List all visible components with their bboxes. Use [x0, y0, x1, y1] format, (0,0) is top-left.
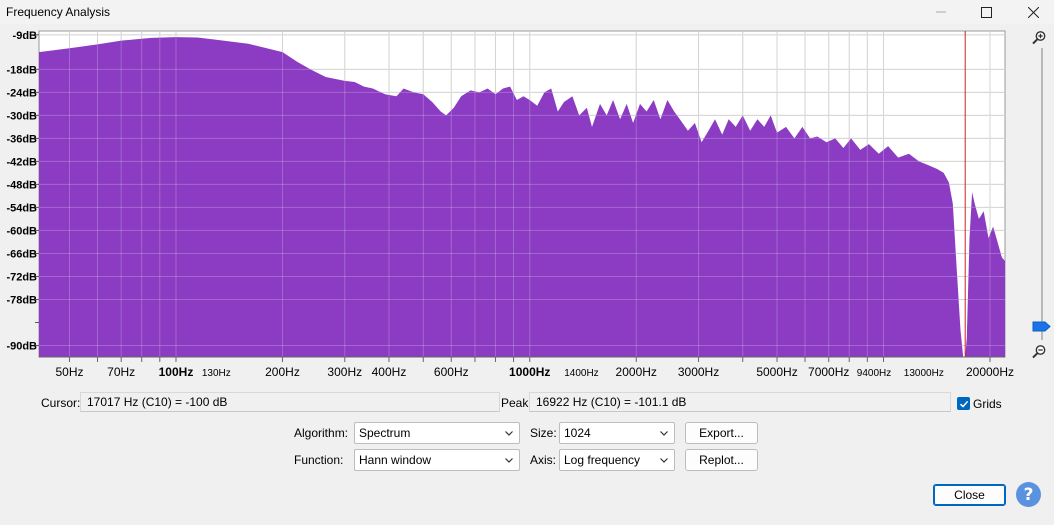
y-tick-label: -90dB	[6, 340, 37, 352]
x-tick-label: 9400Hz	[857, 368, 891, 379]
close-icon	[1027, 6, 1039, 18]
chevron-down-icon	[660, 431, 668, 436]
y-tick-label: -30dB	[6, 110, 37, 122]
algorithm-value: Spectrum	[359, 426, 411, 440]
peak-readout: 16922 Hz (C10) = -101.1 dB	[529, 392, 951, 412]
x-tick-label: 130Hz	[202, 368, 231, 379]
x-tick-label: 200Hz	[265, 365, 300, 379]
y-tick-label: -24dB	[6, 87, 37, 99]
y-tick-label: -18dB	[6, 64, 37, 76]
check-icon	[959, 400, 968, 408]
y-tick-label: -48dB	[6, 179, 37, 191]
algorithm-select[interactable]: Spectrum	[354, 422, 520, 444]
grid-overlay	[39, 31, 1005, 357]
grids-checkbox[interactable]	[957, 397, 970, 410]
x-tick-label: 600Hz	[434, 365, 469, 379]
x-tick-label: 13000Hz	[904, 368, 944, 379]
y-tick-label: -9dB	[13, 30, 38, 42]
cursor-label: Cursor:	[41, 396, 81, 410]
peak-label: Peak:	[501, 396, 532, 410]
title-bar: Frequency Analysis	[0, 0, 1054, 24]
zoom-slider-track[interactable]	[1041, 48, 1043, 340]
replot-button[interactable]: Replot...	[685, 449, 758, 471]
cursor-readout: 17017 Hz (C10) = -100 dB	[80, 392, 500, 412]
function-value: Hann window	[359, 453, 432, 467]
y-tick-label: -36dB	[6, 133, 37, 145]
x-tick-label: 400Hz	[372, 365, 407, 379]
close-button[interactable]: Close	[933, 484, 1006, 506]
y-tick-label: -42dB	[6, 156, 37, 168]
function-select[interactable]: Hann window	[354, 449, 520, 471]
axis-value: Log frequency	[564, 453, 641, 467]
x-tick-label: 100Hz	[159, 365, 194, 379]
algorithm-label: Algorithm:	[294, 426, 349, 440]
maximize-button[interactable]	[963, 0, 1009, 24]
export-button[interactable]: Export...	[685, 422, 758, 444]
y-tick-label: -54dB	[6, 202, 37, 214]
axis-select[interactable]: Log frequency	[559, 449, 675, 471]
function-label: Function:	[294, 453, 344, 467]
chevron-down-icon	[660, 458, 668, 463]
x-tick-label: 20000Hz	[966, 365, 1014, 379]
slider-thumb-icon[interactable]	[1032, 321, 1051, 332]
chevron-down-icon	[505, 458, 513, 463]
maximize-icon	[980, 6, 992, 18]
y-tick-label: -66dB	[6, 248, 37, 260]
spectrum-plot[interactable]: -9dB -18dB -24dB -30dB -36dB -42dB -48dB -54dB -…	[0, 28, 1020, 384]
x-tick-label: 1000Hz	[509, 365, 550, 379]
y-tick-label: -72dB	[6, 271, 37, 283]
x-tick-label: 3000Hz	[678, 365, 719, 379]
minimize-icon	[936, 11, 946, 13]
y-axis-labels: -9dB -18dB -24dB -30dB -36dB -42dB -48dB -54dB -…	[6, 30, 39, 352]
size-value: 1024	[564, 426, 591, 440]
y-tick-label: -78dB	[6, 294, 37, 306]
axis-label: Axis:	[530, 453, 557, 467]
x-tick-label: 2000Hz	[616, 365, 657, 379]
grids-label[interactable]: Grids	[973, 397, 1002, 411]
x-tick-label: 300Hz	[327, 365, 362, 379]
size-label: Size:	[530, 426, 557, 440]
chevron-down-icon	[505, 431, 513, 436]
help-button[interactable]: ?	[1016, 482, 1041, 507]
size-select[interactable]: 1024	[559, 422, 675, 444]
x-tick-label: 50Hz	[55, 365, 83, 379]
zoom-in-icon[interactable]	[1031, 30, 1047, 46]
minimize-button[interactable]	[918, 0, 964, 24]
x-tick-label: 5000Hz	[756, 365, 797, 379]
close-window-button[interactable]	[1010, 0, 1054, 24]
x-tick-label: 1400Hz	[564, 368, 598, 379]
spectrum-area	[39, 37, 1005, 357]
zoom-out-icon[interactable]	[1031, 344, 1047, 360]
x-tick-label: 70Hz	[107, 365, 135, 379]
x-axis-labels: 50Hz 70Hz 100Hz 130Hz 200Hz 300Hz 400Hz 600Hz 10…	[39, 356, 1014, 379]
y-tick-label: -60dB	[6, 225, 37, 237]
x-tick-label: 7000Hz	[808, 365, 849, 379]
window-title: Frequency Analysis	[6, 5, 111, 19]
